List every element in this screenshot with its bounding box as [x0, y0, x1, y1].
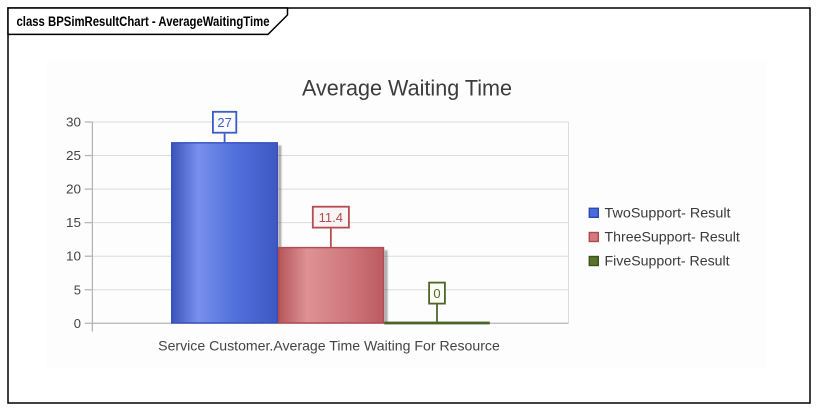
- svg-text:25: 25: [66, 148, 81, 163]
- svg-text:15: 15: [66, 215, 81, 230]
- svg-text:Average Waiting Time: Average Waiting Time: [302, 75, 512, 100]
- svg-text:27: 27: [217, 115, 231, 130]
- svg-text:11.4: 11.4: [319, 210, 343, 225]
- svg-text:class BPSimResultChart - Avera: class BPSimResultChart - AverageWaitingT…: [17, 14, 270, 29]
- svg-text:0: 0: [74, 316, 81, 331]
- svg-text:ThreeSupport- Result: ThreeSupport- Result: [605, 230, 740, 246]
- svg-text:5: 5: [74, 282, 81, 297]
- svg-text:20: 20: [66, 182, 81, 197]
- svg-text:Service Customer.Average Time: Service Customer.Average Time Waiting Fo…: [158, 338, 500, 354]
- svg-text:FiveSupport- Result: FiveSupport- Result: [605, 254, 730, 270]
- svg-text:10: 10: [66, 249, 81, 264]
- svg-text:30: 30: [66, 115, 81, 130]
- svg-text:0: 0: [433, 286, 440, 301]
- svg-text:TwoSupport- Result: TwoSupport- Result: [605, 206, 731, 222]
